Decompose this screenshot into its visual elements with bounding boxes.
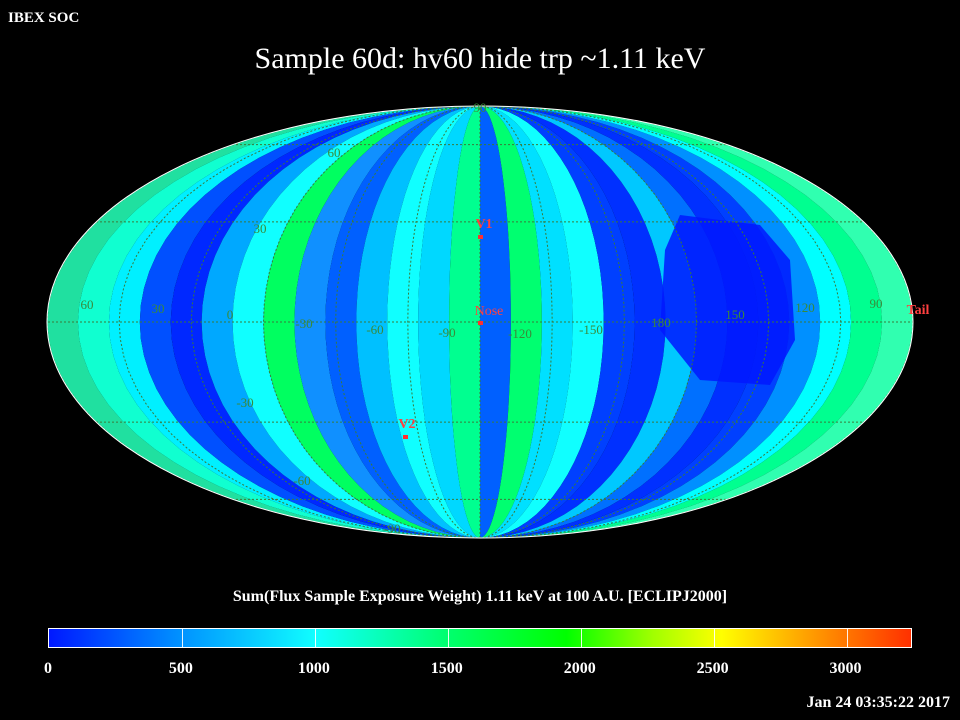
graticule-meridian bbox=[262, 106, 481, 538]
colorbar-tick-label: 1000 bbox=[297, 660, 330, 677]
colorbar-tick-label: 1500 bbox=[430, 660, 463, 677]
lat-label-30: 30 bbox=[254, 221, 267, 236]
flux-band bbox=[480, 106, 511, 538]
lat-label-60: 60 bbox=[328, 145, 341, 160]
colorbar-tick-label: 2000 bbox=[563, 660, 596, 677]
lon-label-neg60: -60 bbox=[366, 322, 383, 337]
lon-label-150: 150 bbox=[725, 307, 745, 322]
flux-band bbox=[356, 106, 480, 538]
flux-bands bbox=[47, 106, 913, 538]
colorbar-tick-label: 500 bbox=[168, 660, 193, 677]
corner-label: IBEX SOC bbox=[8, 10, 80, 26]
flux-band bbox=[294, 106, 480, 538]
lat-label-neg90: -90 bbox=[383, 521, 400, 536]
lon-label-120: 120 bbox=[795, 300, 815, 315]
marker-nose-dot bbox=[478, 321, 483, 325]
graticule-meridian bbox=[118, 106, 481, 538]
colorbar-tick-label: 0 bbox=[44, 660, 52, 677]
marker-tail: Tail bbox=[907, 303, 930, 318]
lat-label-neg30: -30 bbox=[236, 395, 253, 410]
flux-band bbox=[387, 106, 480, 538]
colorbar-tick-label: 3000 bbox=[829, 660, 862, 677]
lon-label-90: 90 bbox=[870, 296, 883, 311]
graticule-meridian bbox=[479, 106, 553, 538]
marker-v1: V1 bbox=[475, 217, 493, 239]
colorbar-tick bbox=[447, 629, 449, 647]
marker-nose-label: Nose bbox=[475, 304, 504, 319]
flux-band bbox=[325, 106, 480, 538]
graticule-meridian bbox=[335, 106, 481, 538]
colorbar bbox=[48, 628, 912, 648]
map-boundary bbox=[46, 105, 914, 539]
graticule-meridian bbox=[479, 106, 698, 538]
flux-band bbox=[480, 106, 697, 538]
lon-label-neg30: -30 bbox=[295, 316, 312, 331]
graticule-meridian bbox=[479, 106, 842, 538]
colorbar-tick bbox=[580, 629, 582, 647]
lat-label-0: 0 bbox=[227, 307, 234, 322]
colorbar-tick bbox=[314, 629, 316, 647]
timestamp: Jan 24 03:35:22 2017 bbox=[806, 694, 950, 711]
marker-v1-label: V1 bbox=[475, 217, 492, 232]
flux-band bbox=[480, 106, 573, 538]
lat-label-neg60: -60 bbox=[293, 473, 310, 488]
colorbar-title: Sum(Flux Sample Exposure Weight) 1.11 ke… bbox=[232, 588, 728, 605]
graticule-meridian bbox=[479, 106, 770, 538]
flux-band bbox=[480, 106, 542, 538]
lat-label-90: 90 bbox=[474, 100, 487, 115]
graticule-meridian bbox=[407, 106, 481, 538]
lon-label-neg90: -90 bbox=[438, 325, 455, 340]
marker-tail-label: Tail bbox=[907, 303, 930, 318]
flux-band bbox=[263, 106, 480, 538]
marker-nose: Nose bbox=[475, 304, 504, 325]
graticule-meridian bbox=[190, 106, 481, 538]
lon-label-60: 60 bbox=[81, 297, 94, 312]
marker-v2-label: V2 bbox=[398, 417, 415, 432]
lon-label-180: 180 bbox=[651, 315, 671, 330]
low-flux-region bbox=[660, 215, 795, 385]
map-title: Sample 60d: hv60 hide trp ~1.11 keV bbox=[254, 42, 706, 75]
colorbar-tick-label: 2500 bbox=[696, 660, 729, 677]
colorbar-tick bbox=[846, 629, 848, 647]
marker-v1-dot bbox=[478, 235, 483, 239]
flux-band bbox=[480, 106, 635, 538]
lon-label-neg120: -120 bbox=[508, 326, 532, 341]
flux-band bbox=[480, 106, 666, 538]
lon-label-30: 30 bbox=[152, 301, 165, 316]
marker-v2: V2 bbox=[398, 417, 416, 439]
graticule-meridian bbox=[479, 106, 625, 538]
marker-v2-dot bbox=[403, 435, 408, 439]
lon-label-neg150: -150 bbox=[579, 322, 603, 337]
colorbar-tick bbox=[713, 629, 715, 647]
flux-band bbox=[480, 106, 604, 538]
colorbar-tick bbox=[181, 629, 183, 647]
